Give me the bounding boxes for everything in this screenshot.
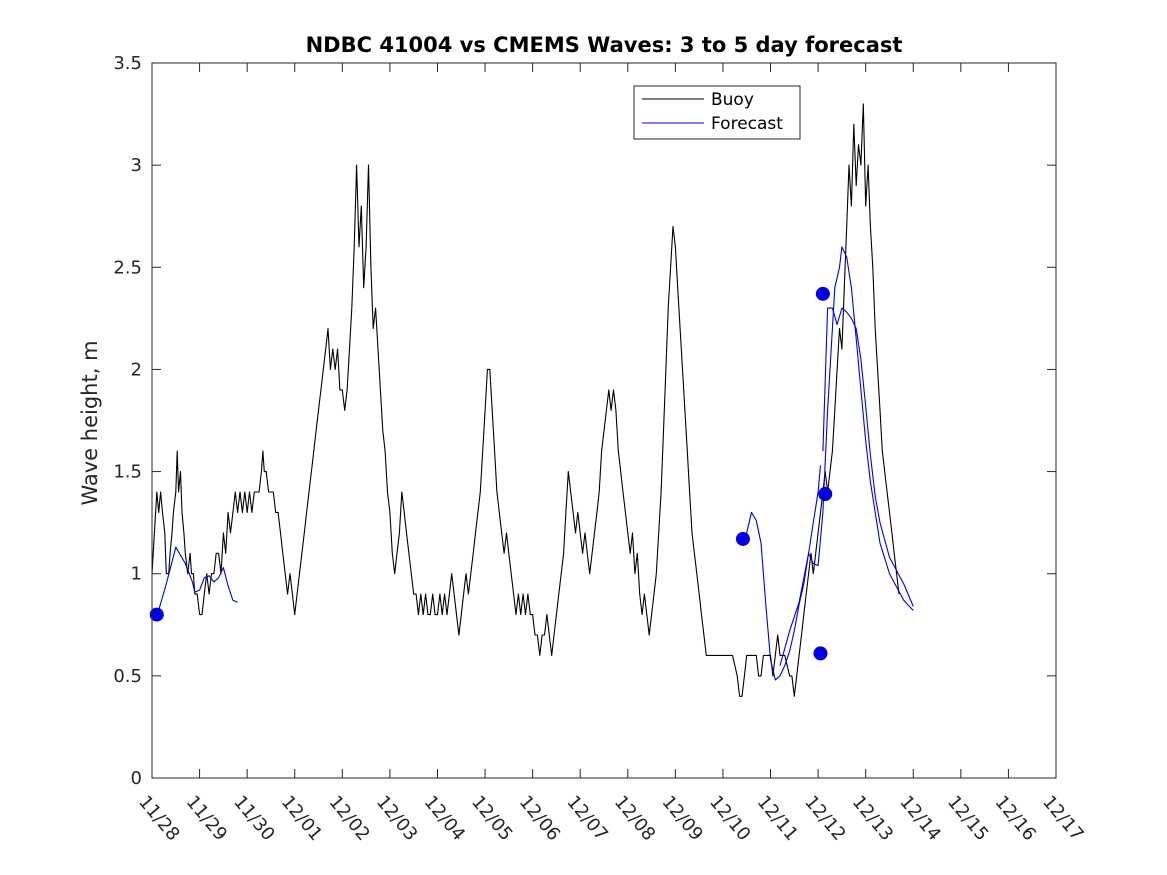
legend-forecast-label: Forecast — [711, 114, 783, 134]
y-axis-label: Wave height, m — [78, 340, 102, 505]
y-tick-label: 3 — [131, 155, 142, 176]
forecast-series-line — [779, 246, 914, 666]
y-tick-label: 0 — [131, 768, 142, 789]
chart-title: NDBC 41004 vs CMEMS Waves: 3 to 5 day fo… — [306, 33, 903, 57]
y-tick-label: 3.5 — [113, 53, 142, 74]
forecast-series-line — [742, 465, 822, 681]
forecast-series-line — [156, 546, 238, 617]
y-tick-label: 2.5 — [113, 257, 142, 278]
y-tick-label: 1.5 — [113, 462, 142, 483]
legend-box — [633, 85, 801, 140]
forecast-start-marker — [815, 286, 830, 301]
forecast-start-marker — [818, 487, 833, 502]
legend: Buoy Forecast — [633, 85, 801, 140]
forecast-series-line — [822, 307, 914, 607]
marker-layer — [149, 286, 833, 661]
forecast-start-marker — [813, 646, 828, 661]
legend-buoy-label: Buoy — [711, 90, 754, 110]
plot-border — [151, 62, 1057, 779]
y-tick-label: 0.5 — [113, 666, 142, 687]
y-tick-labels: 0 0.5 1 1.5 2 2.5 3 3.5 — [113, 53, 142, 789]
plot-area — [152, 63, 1056, 778]
series-layer — [151, 103, 914, 697]
axis-ticks — [151, 62, 1057, 779]
y-tick-label: 2 — [131, 359, 142, 380]
y-tick-label: 1 — [131, 564, 142, 585]
forecast-start-marker — [735, 531, 750, 546]
forecast-start-marker — [149, 607, 164, 622]
